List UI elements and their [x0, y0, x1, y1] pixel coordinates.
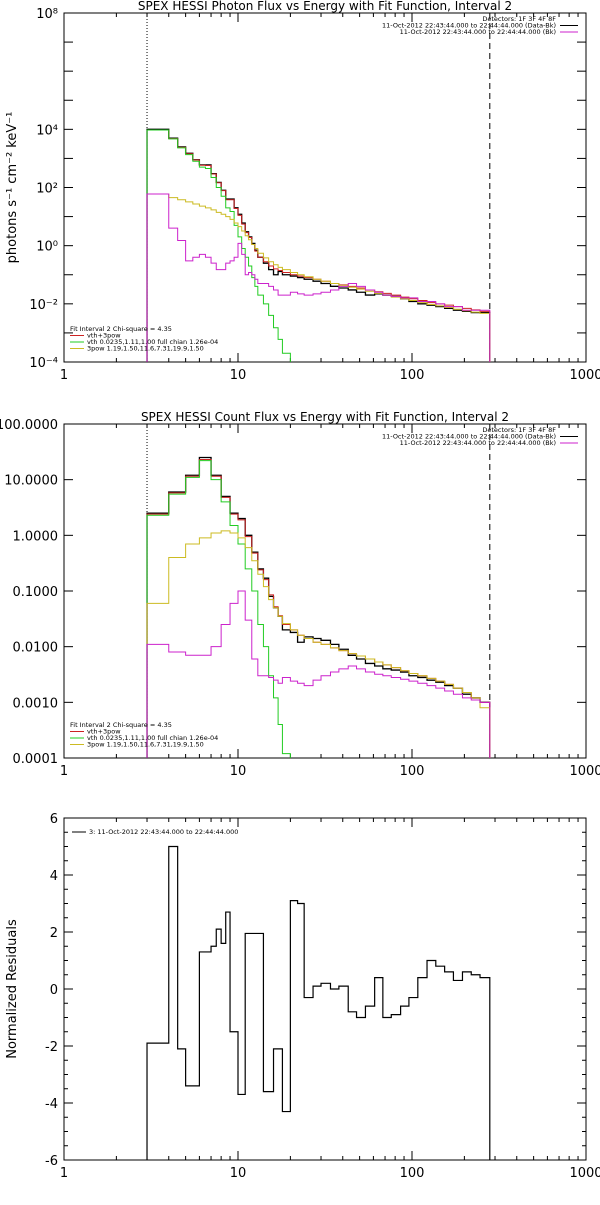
series-line-5: [146, 193, 491, 362]
legend-bl-entry: 3pow 1.19,1.50,11.6,7.31,19.9,1.50: [87, 741, 204, 749]
series-line-4: [146, 193, 491, 362]
plot-frame: [63, 817, 587, 1161]
y-tick-label: 0.0100: [13, 641, 59, 656]
y-tick-label: 10⁻²: [29, 298, 58, 313]
legend-tr-entry: 11-Oct-2012 22:43:44.000 to 22:44:44.000…: [400, 439, 556, 447]
series-line-1: [146, 128, 491, 362]
series-line-2: [146, 129, 491, 362]
series-group: [146, 128, 491, 362]
legend-tr-entry: 11-Oct-2012 22:43:44.000 to 22:44:44.000…: [382, 22, 556, 30]
series-line-5: [146, 590, 491, 758]
y-tick-label: 0.0010: [13, 696, 59, 711]
y-tick-label: -4: [45, 1097, 58, 1112]
y-tick-label: -6: [45, 1154, 58, 1169]
x-tick-label: 1: [60, 1166, 68, 1181]
legend-tl-entry: 3: 11-Oct-2012 22:43:44.000 to 22:44:44.…: [89, 828, 238, 836]
y-tick-label: 10⁴: [36, 123, 58, 138]
x-tick-label: 100: [400, 1166, 425, 1181]
legend-tr-entry: Detectors: 1F 3F 4F 8F: [482, 15, 556, 23]
y-tick-label: 100.0000: [0, 418, 58, 433]
x-tick-label: 1: [60, 368, 68, 383]
legend-bl-entry: 3pow 1.19,1.50,11.6,7.31,19.9,1.50: [87, 345, 204, 353]
legend-bl-entry: Fit Interval 2 Chi-square = 4.35: [70, 325, 172, 333]
y-tick-label: 1.0000: [13, 529, 59, 544]
chart-panel-3: 1 10 100 1000 -6 -4 -2 0 2 4 6 Normalized Residuals…: [5, 812, 600, 1181]
x-tick-label: 10: [230, 368, 247, 383]
series-line-4: [146, 530, 491, 758]
series-line-2: [146, 459, 491, 758]
legend-top-left: 3: 11-Oct-2012 22:43:44.000 to 22:44:44.…: [72, 828, 238, 836]
legend-bl-entry: vth+3pow: [87, 728, 121, 736]
x-tick-label: 1000: [569, 1166, 600, 1181]
chart-panel-2: 1 10 100 1000 0.0001 0.0010 0.0100 0.1000 1.0000…: [0, 410, 600, 779]
y-tick-label: 10⁻⁴: [29, 356, 58, 371]
y-tick-label: 10⁸: [36, 7, 58, 22]
x-tick-label: 100: [400, 764, 425, 779]
y-tick-label: -2: [45, 1040, 58, 1055]
series-line-1: [146, 456, 491, 758]
plot-frame: [63, 423, 587, 759]
legend-tr-entry: 11-Oct-2012 22:43:44.000 to 22:44:44.000…: [382, 433, 556, 441]
legend-bl-entry: Fit Interval 2 Chi-square = 4.35: [70, 721, 172, 729]
x-tick-label: 10: [230, 764, 247, 779]
plot-frame: [63, 12, 587, 363]
legend-tr-entry: Detectors: 1F 3F 4F 8F: [482, 426, 556, 434]
chart-title: SPEX HESSI Count Flux vs Energy with Fit…: [141, 410, 509, 424]
series-group: [146, 845, 491, 1160]
legend-bottom-left: Fit Interval 2 Chi-square = 4.35vth+3pow…: [70, 721, 218, 749]
chart-title: SPEX HESSI Photon Flux vs Energy with Fi…: [138, 0, 512, 13]
x-tick-label: 10: [230, 1166, 247, 1181]
legend-bl-entry: vth 0.0235,1.11,1.00 full chian 1.26e-04: [87, 338, 218, 346]
legend-bl-entry: vth 0.0235,1.11,1.00 full chian 1.26e-04: [87, 734, 218, 742]
y-tick-label: 4: [50, 869, 58, 884]
y-tick-label: 2: [50, 926, 58, 941]
chart-panel-1: 1 10 100 1000 10⁻⁴ 10⁻² 10⁰ 10² 10⁴ 10⁸ SPEX HESSI…: [5, 0, 600, 383]
legend-bl-entry: vth+3pow: [87, 332, 121, 340]
series-line-1: [146, 845, 491, 1160]
y-tick-label: 6: [50, 812, 58, 827]
y-tick-label: 10⁰: [36, 240, 58, 255]
legend-tr-entry: 11-Oct-2012 22:43:44.000 to 22:44:44.000…: [400, 28, 556, 36]
y-axis-label: photons s⁻¹ cm⁻² keV⁻¹: [5, 112, 20, 264]
x-tick-label: 1: [60, 764, 68, 779]
y-tick-label: 0: [50, 983, 58, 998]
legend-bottom-left: Fit Interval 2 Chi-square = 4.35vth+3pow…: [70, 325, 218, 353]
y-tick-label: 0.0001: [13, 752, 59, 767]
y-axis-label: Normalized Residuals: [5, 919, 20, 1059]
y-tick-label: 0.1000: [13, 585, 59, 600]
series-group: [146, 456, 491, 758]
x-tick-label: 1000: [569, 368, 600, 383]
y-tick-label: 10.0000: [4, 474, 58, 489]
y-tick-label: 10²: [36, 182, 58, 197]
x-tick-label: 1000: [569, 764, 600, 779]
x-tick-label: 100: [400, 368, 425, 383]
series-line-3: [146, 460, 291, 758]
